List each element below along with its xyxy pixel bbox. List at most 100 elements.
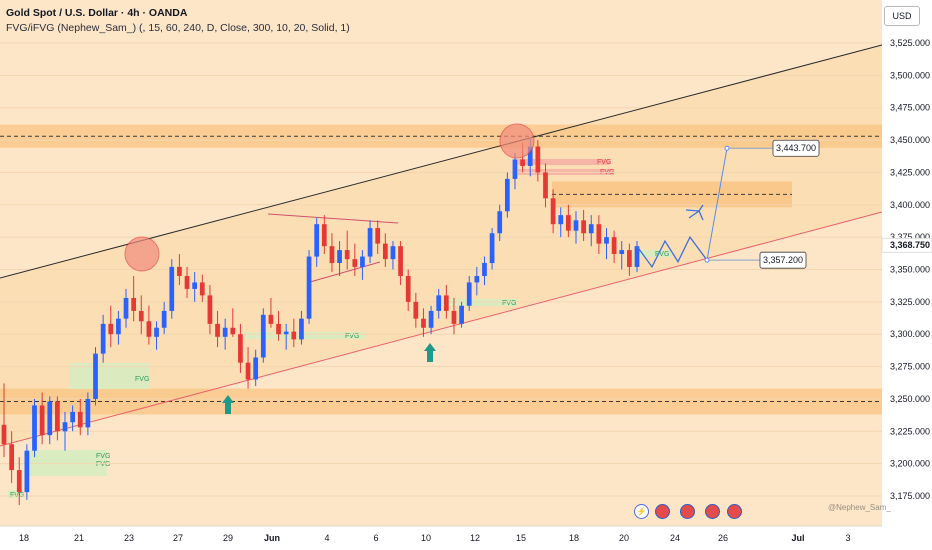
fvg-box (440, 299, 518, 306)
candle-body (329, 246, 335, 264)
candle-body (268, 314, 274, 324)
candle-body (70, 411, 76, 423)
fvg-box (8, 490, 22, 498)
us-flag-event-icon[interactable] (680, 504, 695, 519)
candle-body (93, 353, 98, 399)
fvg-box (25, 456, 95, 464)
candle-body (337, 250, 342, 264)
bolt-event-icon[interactable]: ⚡ (634, 504, 649, 519)
touch-circle (124, 236, 160, 272)
candle-body (116, 318, 121, 335)
price-tick-label: 3,300.000 (890, 329, 930, 339)
candle-body (627, 250, 632, 267)
candle-body (55, 401, 60, 432)
fvg-label: FVG (502, 300, 516, 307)
candle-body (169, 266, 175, 311)
target-price-text: 3,443.700 (776, 143, 816, 153)
price-tick-label: 3,400.000 (890, 200, 930, 210)
price-tick-label: 3,375.000 (890, 232, 930, 242)
candle-body (62, 422, 68, 432)
us-flag-event-icon[interactable] (655, 504, 670, 519)
candle-body (39, 405, 45, 436)
candle-body (245, 362, 251, 380)
candle-body (314, 224, 320, 257)
candle-body (238, 334, 243, 363)
fvg-label: FVG (597, 159, 611, 166)
candle-body (215, 323, 220, 337)
candle-body (24, 450, 30, 493)
symbol-title[interactable]: Gold Spot / U.S. Dollar · 4h · OANDA (6, 7, 188, 19)
candle-body (276, 323, 281, 335)
candle-body (123, 297, 129, 319)
candle-body (619, 250, 625, 254)
entry-dot (704, 257, 710, 263)
time-tick-label: 20 (619, 533, 629, 543)
candle-body (184, 275, 190, 289)
entry-price-box (759, 251, 807, 269)
price-tick-label: 3,475.000 (890, 103, 930, 113)
candle-body (299, 318, 304, 340)
candle-body (138, 310, 144, 322)
price-tick-label: 3,500.000 (890, 70, 930, 80)
time-tick-label: 18 (569, 533, 579, 543)
time-tick-label: 27 (173, 533, 183, 543)
candle-body (596, 224, 602, 244)
currency-button[interactable]: USD (884, 6, 920, 26)
candle-body (489, 233, 495, 264)
candle-body (9, 444, 14, 471)
candle-body (283, 331, 289, 335)
time-tick-label: 10 (421, 533, 431, 543)
time-tick-label: 21 (74, 533, 84, 543)
us-flag-event-icon[interactable] (727, 504, 742, 519)
candle-body (466, 282, 472, 306)
projection-target-line (706, 148, 728, 261)
annotations-layer: 3,443.700 3,357.200 (124, 123, 820, 414)
candle-body (375, 228, 381, 244)
candle-body (611, 237, 617, 254)
time-tick-label: 24 (670, 533, 680, 543)
fvg-label: FVG (345, 333, 359, 340)
target-price-box (772, 139, 820, 157)
candle-body (550, 198, 556, 225)
price-axis-bg (882, 0, 932, 550)
price-tick-label: 3,225.000 (890, 426, 930, 436)
candle-body (520, 159, 525, 166)
price-tick-label: 3,425.000 (890, 167, 930, 177)
candle-body (405, 275, 411, 302)
us-flag-event-icon[interactable] (705, 504, 720, 519)
entry-price-text: 3,357.200 (763, 255, 803, 265)
candle-body (100, 323, 106, 354)
candle-body (222, 327, 228, 337)
fvg-label: FVG (96, 453, 110, 460)
time-tick-label: 29 (223, 533, 233, 543)
price-axis[interactable]: 3,525.000 3,500.000 3,475.000 3,450.000 3,42… (881, 0, 932, 550)
candle-body (436, 295, 442, 311)
time-axis-bg (0, 526, 932, 550)
touch-circle (499, 123, 535, 159)
grid-layer (0, 42, 882, 497)
up-arrow-icon (222, 395, 234, 414)
candle-body (161, 310, 167, 328)
candle-body (527, 146, 533, 166)
price-tick-label: 3,525.000 (890, 38, 930, 48)
zones-layer: FVGFVGFVGFVGFVGFVGFVGFVGFVG (0, 45, 882, 499)
chart-header: Gold Spot / U.S. Dollar · 4h · OANDA FVG… (6, 6, 350, 36)
candle-body (352, 259, 358, 267)
candle-body (108, 323, 114, 335)
candle-body (451, 310, 457, 324)
candle-body (16, 470, 22, 493)
indicator-legend[interactable]: FVG/iFVG (Nephew_Sam_) (, 15, 60, 240, D… (6, 22, 350, 34)
candle-body (604, 237, 609, 244)
current-price-tag (881, 237, 932, 253)
time-tick-label: 6 (373, 533, 378, 543)
time-tick-label: 3 (845, 533, 850, 543)
candle-body (535, 146, 541, 173)
candle-body (360, 256, 365, 267)
price-tick-label: 3,450.000 (890, 135, 930, 145)
fvg-box (245, 332, 365, 339)
range-bottom-line (309, 261, 381, 283)
time-axis[interactable]: 18 21 23 27 29 Jun 4 6 10 12 15 18 20 24 26 Jul 3 (0, 525, 932, 550)
fvg-box (518, 159, 610, 165)
candle-body (482, 263, 487, 276)
